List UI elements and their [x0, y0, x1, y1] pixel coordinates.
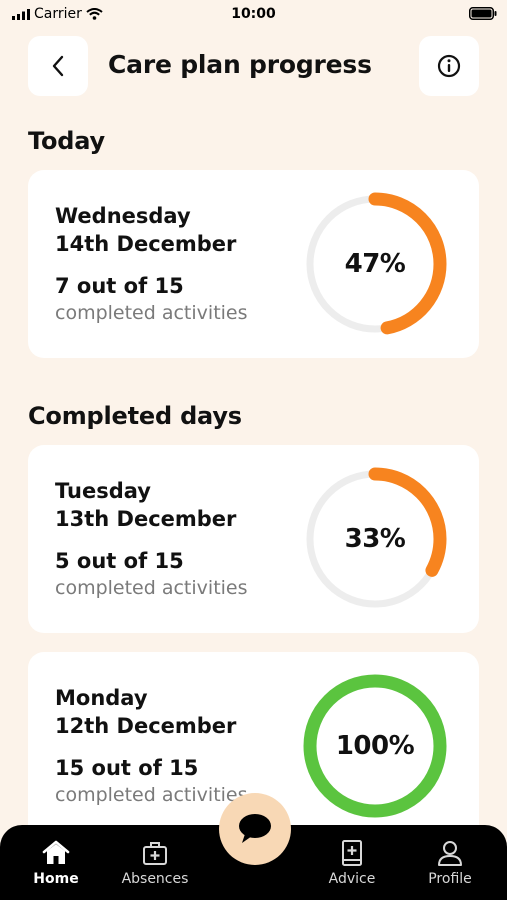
header: Care plan progress — [0, 36, 507, 98]
card-count: 5 out of 15 — [55, 549, 184, 573]
status-bar: Carrier 10:00 — [0, 0, 507, 28]
tab-label: Home — [33, 871, 79, 887]
percent-label: 33% — [344, 524, 406, 554]
tab-absences[interactable]: Absences — [110, 839, 200, 887]
progress-arc — [303, 674, 447, 818]
card-date: 13th December — [55, 507, 237, 531]
card-subtitle: completed activities — [55, 784, 248, 806]
info-icon — [437, 54, 461, 78]
progress-card-tuesday[interactable]: Tuesday 13th December 5 out of 15 comple… — [28, 445, 479, 633]
card-count: 7 out of 15 — [55, 274, 184, 298]
home-icon — [42, 840, 70, 864]
signal-icon — [12, 8, 30, 20]
wifi-icon — [86, 8, 103, 20]
tab-bar: Home Absences Advice Profile — [0, 825, 507, 900]
medical-bag-icon — [143, 842, 167, 865]
status-left: Carrier — [12, 6, 103, 22]
progress-arc — [303, 467, 447, 611]
section-title-completed: Completed days — [28, 402, 242, 430]
section-title-today: Today — [28, 127, 105, 155]
percent-label: 47% — [344, 249, 406, 279]
tab-home[interactable]: Home — [11, 839, 101, 887]
person-icon — [438, 841, 462, 866]
carrier-label: Carrier — [34, 6, 82, 22]
status-time: 10:00 — [231, 6, 276, 22]
card-date: 12th December — [55, 714, 237, 738]
card-count: 15 out of 15 — [55, 756, 199, 780]
battery-icon — [469, 7, 497, 20]
progress-card-monday[interactable]: Monday 12th December 15 out of 15 comple… — [28, 652, 479, 852]
progress-ring — [303, 192, 447, 336]
page-title: Care plan progress — [108, 50, 372, 79]
card-day: Wednesday — [55, 204, 191, 228]
card-day: Monday — [55, 686, 148, 710]
medical-book-icon — [342, 840, 362, 866]
tab-label: Advice — [328, 871, 376, 887]
chat-bubble-icon — [239, 814, 271, 843]
chat-button[interactable] — [219, 793, 291, 865]
tab-label: Absences — [121, 871, 189, 887]
back-button[interactable] — [28, 36, 88, 96]
tab-profile[interactable]: Profile — [405, 839, 495, 887]
progress-arc — [303, 192, 447, 336]
card-subtitle: completed activities — [55, 577, 248, 599]
progress-ring — [303, 467, 447, 611]
card-day: Tuesday — [55, 479, 151, 503]
percent-label: 100% — [335, 731, 415, 761]
card-date: 14th December — [55, 232, 237, 256]
progress-ring — [303, 674, 447, 818]
info-button[interactable] — [419, 36, 479, 96]
progress-card-today[interactable]: Wednesday 14th December 7 out of 15 comp… — [28, 170, 479, 358]
card-subtitle: completed activities — [55, 302, 248, 324]
tab-label: Profile — [428, 871, 472, 887]
chevron-left-icon — [52, 55, 64, 77]
tab-advice[interactable]: Advice — [307, 839, 397, 887]
